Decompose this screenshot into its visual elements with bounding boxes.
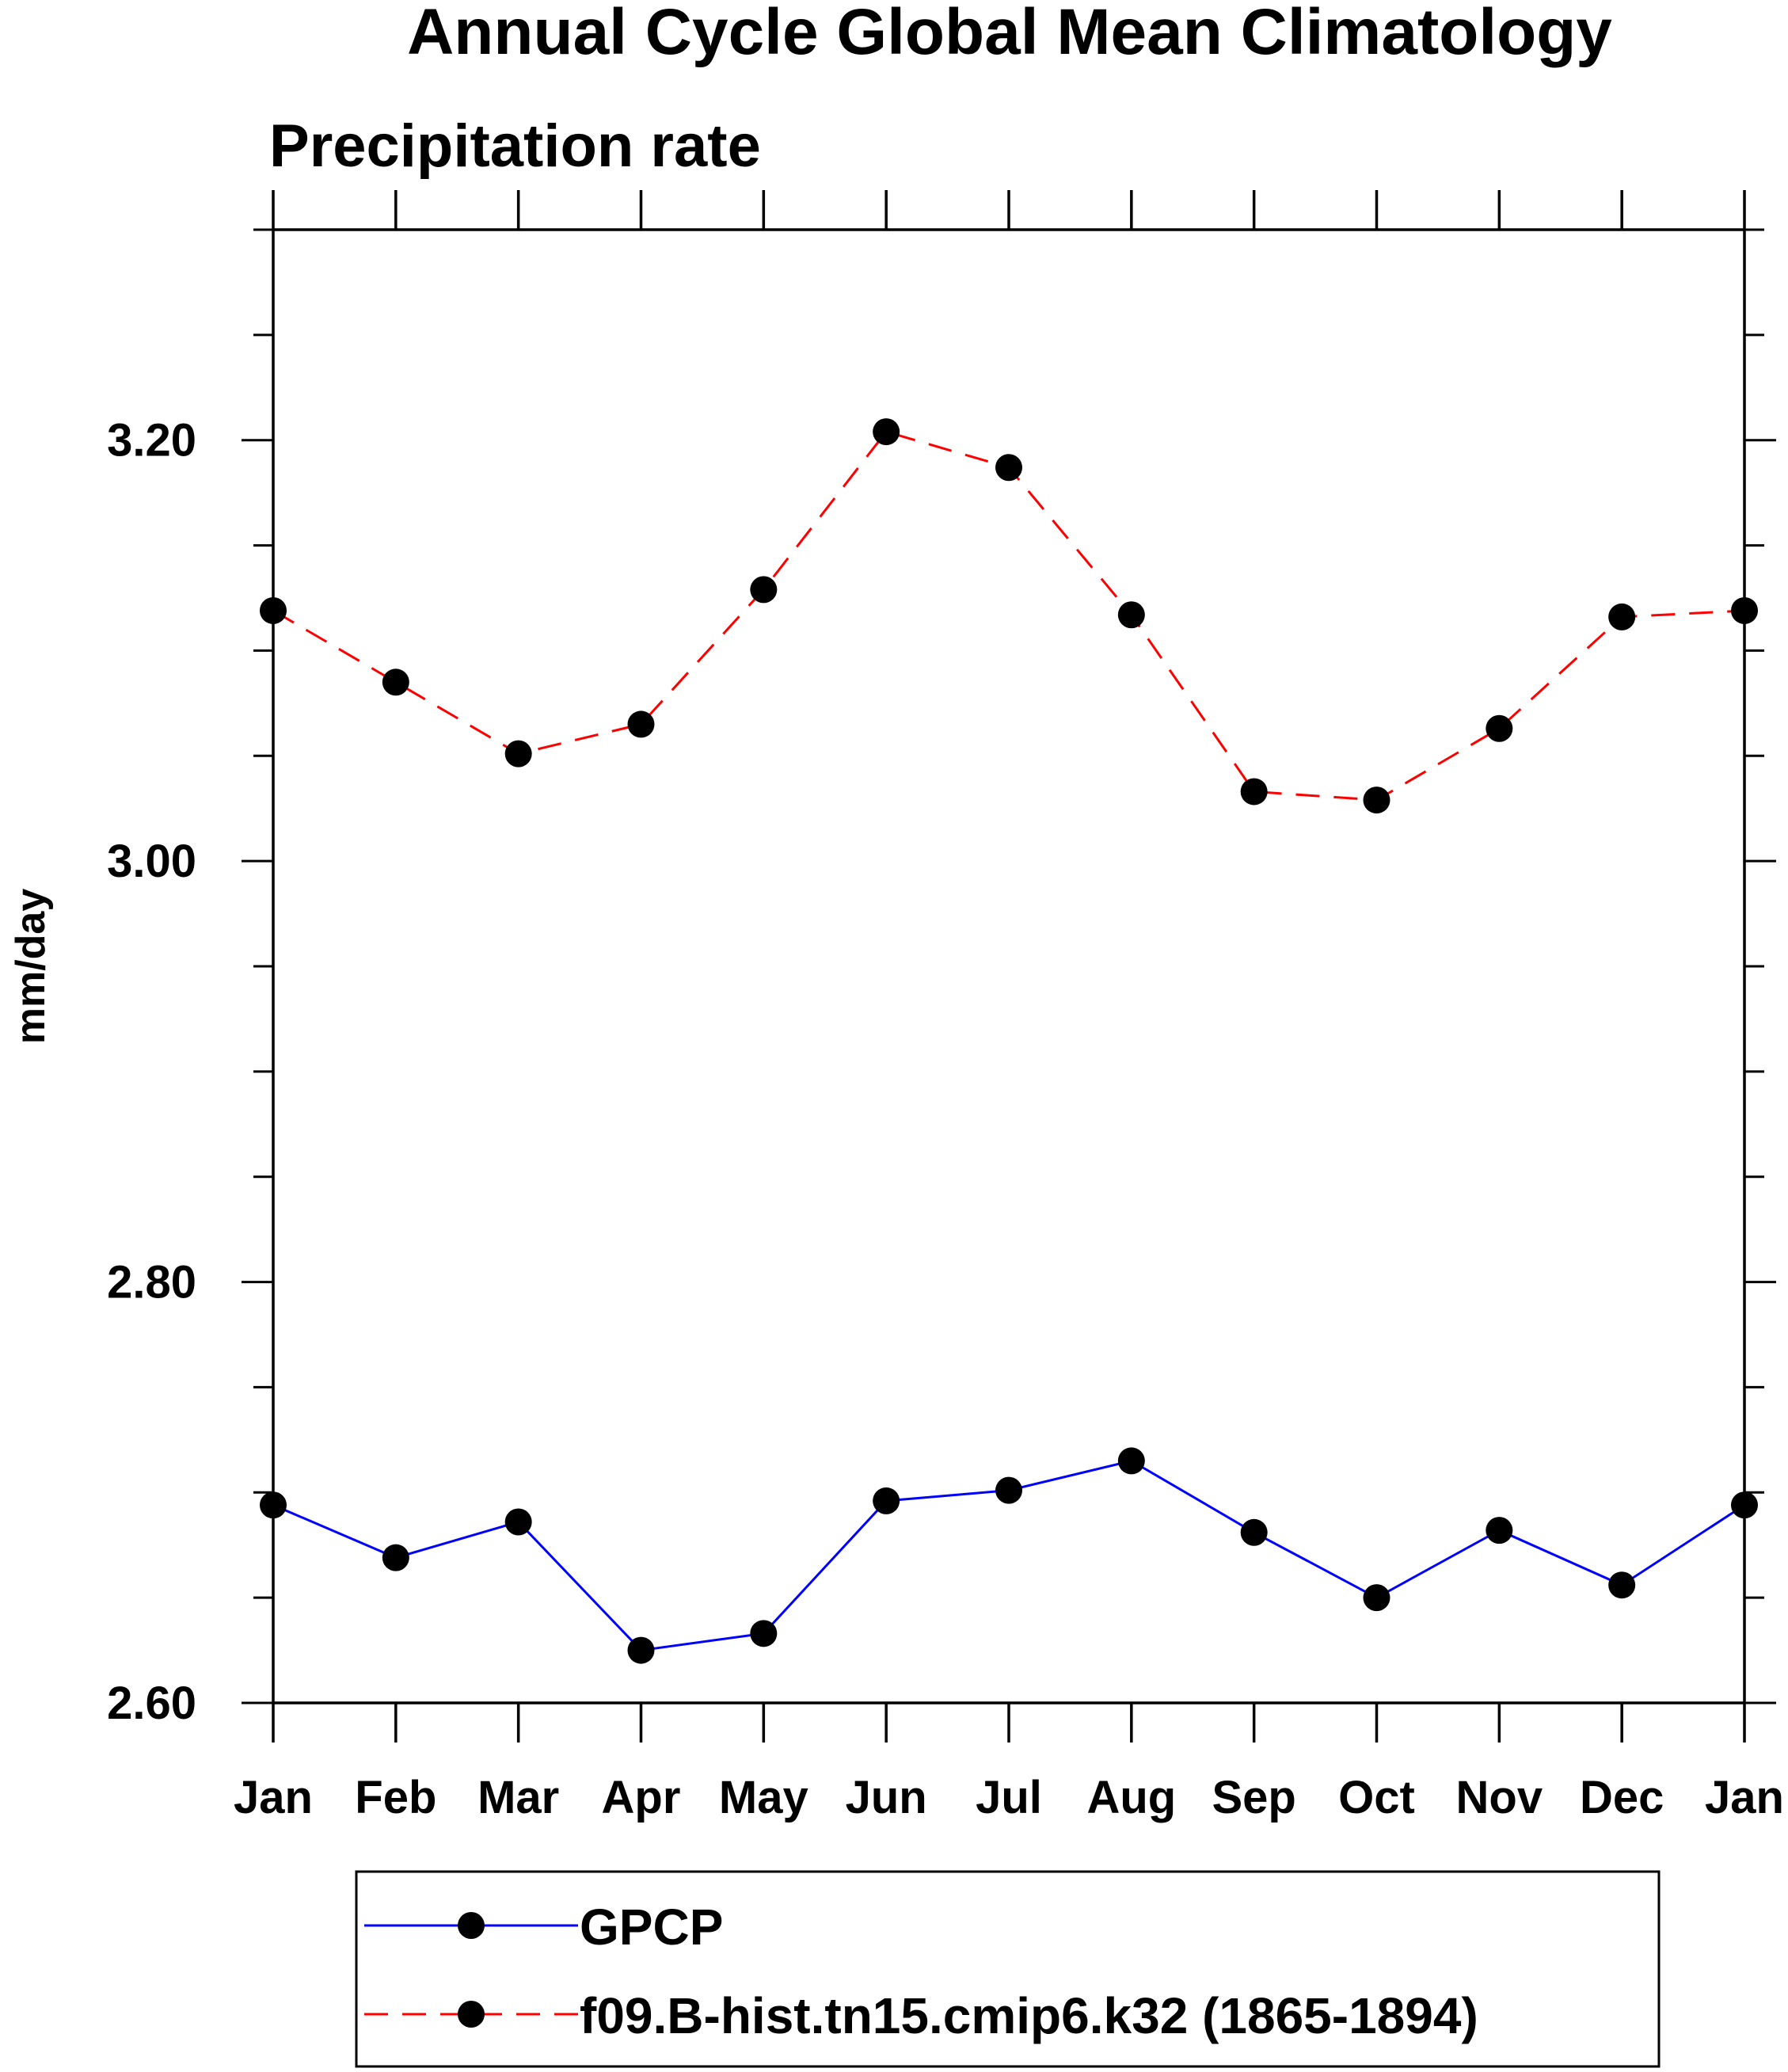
x-tick-label: Dec: [1580, 1772, 1664, 1823]
legend-label-model: f09.B-hist.tn15.cmip6.k32 (1865-1894): [580, 1987, 1478, 2044]
series-1-point: [995, 454, 1022, 482]
y-tick-label: 3.00: [107, 836, 196, 887]
chart-title: Annual Cycle Global Mean Climatology: [407, 0, 1612, 68]
x-tick-label: Oct: [1338, 1772, 1415, 1823]
series-0-point: [873, 1487, 900, 1514]
series-0-point: [382, 1544, 409, 1571]
x-tick-label: May: [719, 1772, 808, 1823]
series-0-point: [1486, 1517, 1513, 1544]
x-tick-label: Feb: [355, 1772, 436, 1823]
series-1-point: [260, 596, 287, 624]
series-1-point: [1608, 603, 1636, 630]
series-1-point: [382, 668, 409, 696]
x-tick-labels: Jan Feb Mar Apr May Jun Jul Aug Sep Oct Nov Dec Jan: [234, 1772, 1784, 1823]
axis-ticks: [242, 190, 1776, 1743]
y-axis-label: mm/day: [8, 889, 54, 1045]
series-1-point: [1731, 596, 1758, 624]
series-0-point: [1240, 1518, 1268, 1546]
x-tick-label: Aug: [1086, 1772, 1176, 1823]
y-tick-label: 3.20: [107, 415, 196, 467]
series-0-point: [750, 1620, 778, 1647]
legend-box: [355, 1870, 1661, 2068]
series-1-point: [1117, 601, 1145, 629]
legend-marker-gpcp: [458, 1912, 485, 1939]
series-1-point: [627, 710, 655, 738]
x-tick-label: Mar: [477, 1772, 559, 1823]
series-1-point: [504, 740, 532, 767]
series-0-point: [1731, 1491, 1758, 1519]
chart-subtitle: Precipitation rate: [269, 112, 761, 180]
legend-label-gpcp: GPCP: [580, 1899, 723, 1956]
series-0-point: [995, 1476, 1022, 1504]
series-0-point: [1608, 1571, 1636, 1599]
y-tick-labels: 2.60 2.80 3.00 3.20: [107, 415, 196, 1729]
series-1-point: [1486, 714, 1513, 742]
x-tick-label: Jul: [976, 1772, 1042, 1823]
series-0-point: [627, 1636, 655, 1664]
x-tick-label: Jun: [846, 1772, 927, 1823]
series-0-point: [504, 1508, 532, 1536]
y-tick-label: 2.60: [107, 1678, 196, 1729]
x-tick-label: Apr: [602, 1772, 681, 1823]
series-0-point: [1117, 1447, 1145, 1475]
x-tick-label: Sep: [1212, 1772, 1295, 1823]
legend: GPCP f09.B-hist.tn15.cmip6.k32 (1865-189…: [355, 1870, 1661, 2068]
series-layer: [260, 418, 1758, 1664]
series-0-point: [1363, 1584, 1390, 1612]
series-1-point: [1240, 778, 1268, 806]
x-tick-label: Jan: [1705, 1772, 1784, 1823]
series-1-point: [750, 576, 778, 604]
series-line-1: [272, 430, 1745, 802]
x-tick-label: Nov: [1456, 1772, 1543, 1823]
series-1-point: [873, 418, 900, 446]
y-tick-label: 2.80: [107, 1257, 196, 1308]
legend-marker-model: [458, 2001, 485, 2028]
series-1-point: [1363, 787, 1390, 814]
series-0-point: [260, 1491, 287, 1519]
x-tick-label: Jan: [234, 1772, 313, 1823]
